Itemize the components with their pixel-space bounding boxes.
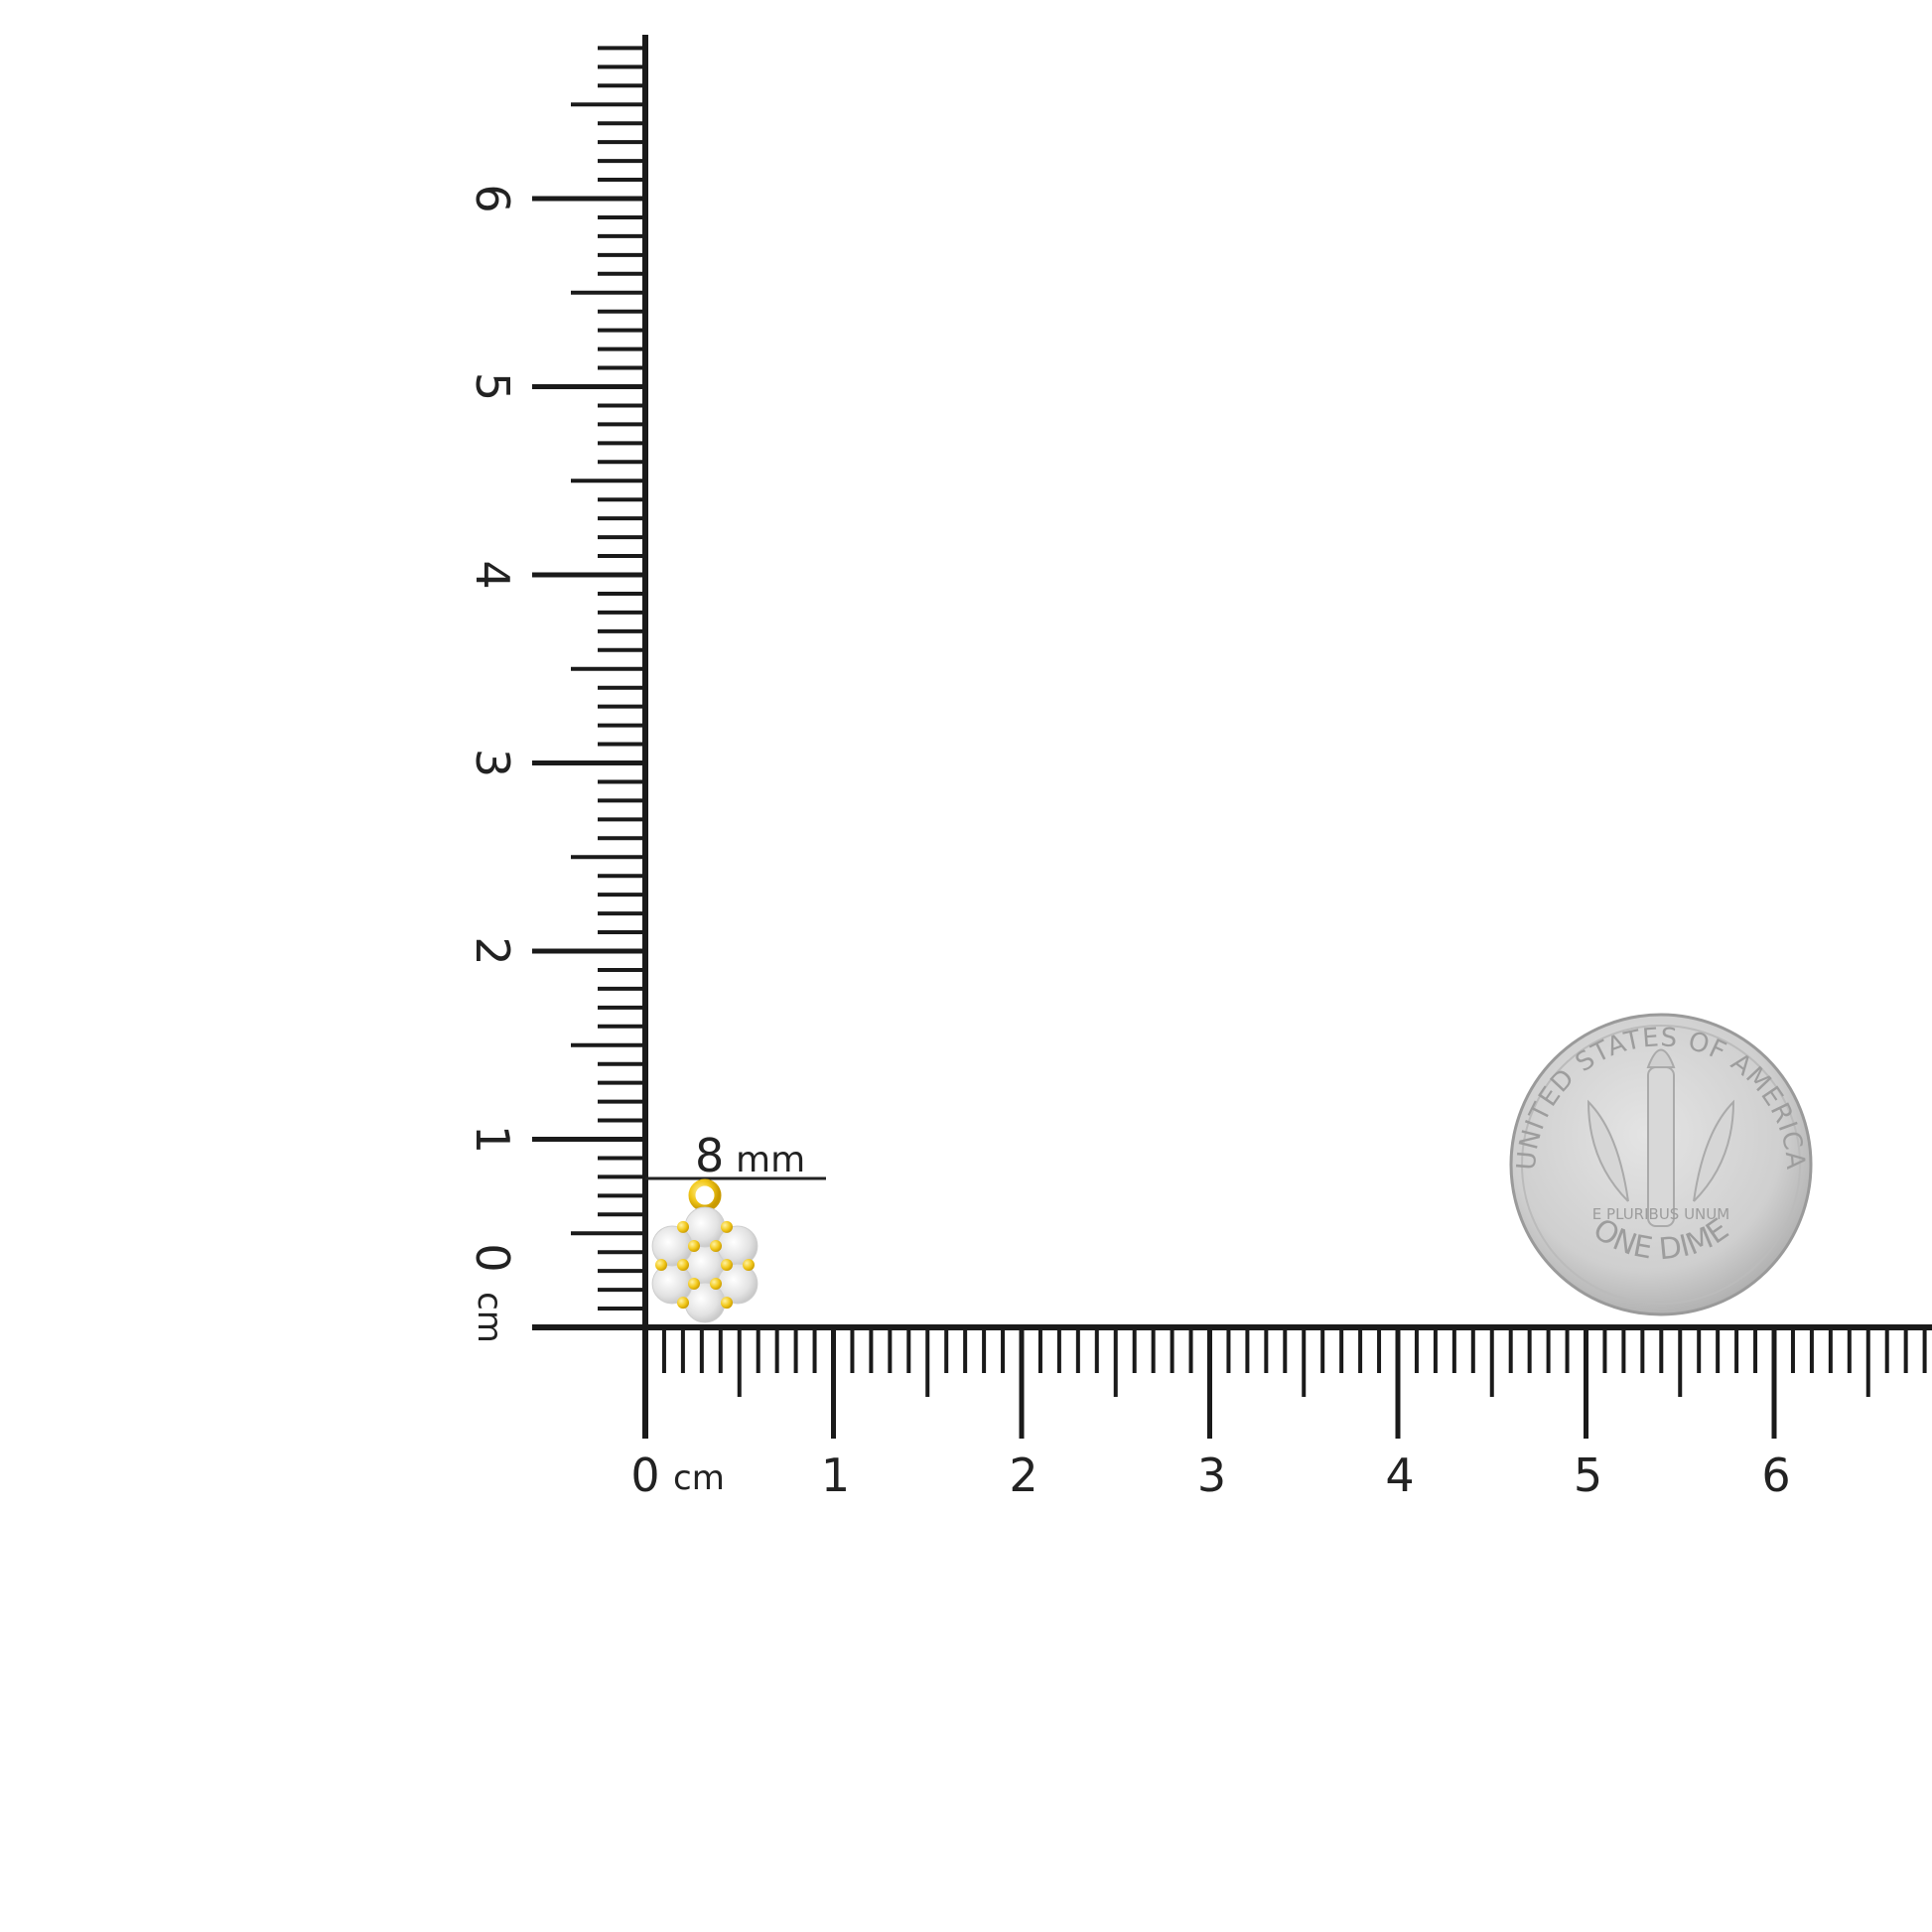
vertical-tick-label: 0 <box>466 1243 519 1272</box>
vertical-tick-label: 3 <box>466 749 519 777</box>
horizontal-tick-label: 5 <box>1574 1449 1602 1502</box>
horizontal-tick-label: 3 <box>1197 1449 1226 1502</box>
horizontal-unit-label: cm <box>673 1458 725 1498</box>
gold-prong <box>721 1220 733 1233</box>
horizontal-tick-label: 6 <box>1761 1449 1790 1502</box>
vertical-tick-label: 6 <box>466 184 519 212</box>
horizontal-tick-label: 0 <box>630 1449 659 1502</box>
measurement-unit: mm <box>736 1140 805 1180</box>
gold-prong <box>677 1220 689 1233</box>
gold-prong <box>710 1278 722 1291</box>
vertical-tick-label: 1 <box>466 1125 519 1154</box>
measurement-value: 8 <box>695 1129 724 1182</box>
horizontal-tick-label: 1 <box>821 1449 850 1502</box>
vertical-unit-label: cm <box>470 1292 509 1343</box>
horizontal-tick-label: 2 <box>1009 1449 1037 1502</box>
earring-image <box>651 1178 759 1323</box>
gold-prong <box>710 1239 722 1252</box>
gold-prong <box>688 1239 700 1252</box>
gold-prong <box>721 1259 733 1271</box>
gold-prong <box>677 1297 689 1310</box>
vertical-tick-label: 5 <box>466 372 519 401</box>
coin-motto: E PLURIBUS UNUM <box>1592 1205 1729 1223</box>
gold-prong <box>721 1297 733 1310</box>
gold-prong <box>688 1278 700 1291</box>
vertical-tick-label: 4 <box>466 560 519 589</box>
gold-prong <box>655 1259 667 1271</box>
ruler-ticks <box>532 35 1932 1439</box>
horizontal-tick-label: 4 <box>1385 1449 1414 1502</box>
vertical-tick-label: 2 <box>466 936 519 965</box>
dime-coin-image: UNITED STATES OF AMERICA ONE DIME E PLUR… <box>1509 1013 1813 1316</box>
gold-prong <box>743 1259 755 1271</box>
gold-prong <box>677 1259 689 1271</box>
ruler-labels: 0 1 2 3 4 5 6 cm 0 1 2 3 4 5 6 cm <box>466 184 1791 1502</box>
